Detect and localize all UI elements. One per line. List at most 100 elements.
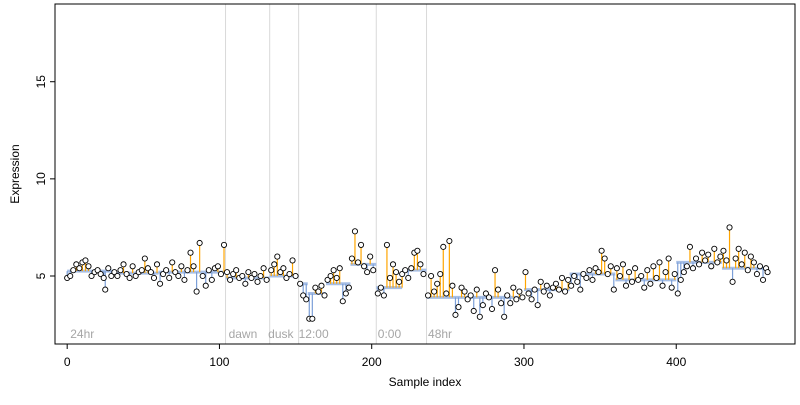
data-point [123, 271, 130, 278]
data-point [665, 255, 672, 262]
data-point [248, 274, 255, 281]
data-point [318, 282, 325, 289]
data-point [440, 243, 447, 250]
data-point [501, 313, 508, 320]
data-point [689, 265, 697, 272]
data-point [662, 269, 669, 276]
data-point [357, 241, 365, 248]
data-point [147, 269, 154, 276]
data-point [199, 272, 206, 280]
data-point [446, 237, 453, 245]
data-point [370, 267, 377, 274]
data-point [85, 263, 92, 270]
data-point [525, 290, 532, 297]
data-point [324, 276, 331, 283]
data-point [431, 288, 438, 295]
data-point [510, 284, 517, 291]
data-point [686, 243, 693, 250]
data-point [449, 282, 456, 289]
data-point [659, 282, 666, 289]
data-point [738, 261, 745, 268]
x-tick-label: 100 [209, 355, 229, 369]
dividers-layer [225, 4, 428, 344]
data-point [668, 284, 675, 291]
data-point [389, 261, 397, 268]
data-point [759, 276, 767, 283]
data-point [327, 272, 334, 280]
data-point [473, 286, 480, 293]
data-point [345, 284, 352, 291]
data-point [339, 298, 346, 305]
data-point [257, 272, 264, 280]
data-point [455, 304, 462, 311]
data-point [268, 267, 275, 274]
data-point [377, 284, 384, 291]
data-point [129, 263, 136, 270]
data-point [283, 274, 290, 281]
data-point [178, 263, 185, 270]
data-point [126, 274, 133, 281]
x-tick-label: 200 [362, 355, 382, 369]
data-point [753, 271, 760, 278]
x-axis-label: Sample index [389, 375, 462, 389]
data-point [114, 272, 121, 280]
data-point [699, 249, 706, 256]
data-point [280, 265, 287, 272]
data-point [138, 267, 145, 274]
data-point [214, 263, 221, 270]
data-point [364, 269, 371, 276]
data-point [756, 263, 764, 270]
data-point [641, 284, 648, 291]
data-point [543, 282, 550, 289]
phase-annotation: 0:00 [378, 327, 402, 341]
data-point [76, 265, 83, 272]
y-axis: 5 10 15 [34, 75, 55, 279]
data-point [574, 278, 581, 285]
data-point [485, 294, 493, 301]
data-point [303, 296, 310, 303]
data-point [160, 271, 167, 278]
data-point [393, 269, 400, 276]
data-point [300, 292, 307, 299]
data-point [595, 269, 602, 276]
data-point [601, 255, 608, 262]
data-point [402, 267, 409, 274]
data-point [443, 290, 450, 297]
data-point [102, 286, 109, 293]
data-point [519, 294, 526, 301]
data-point [558, 274, 566, 281]
data-point [598, 247, 605, 254]
data-point [144, 265, 151, 272]
data-point [747, 253, 754, 260]
data-point [196, 239, 203, 247]
data-point [741, 249, 748, 256]
data-point [271, 261, 278, 268]
data-point [105, 265, 112, 272]
data-point [580, 271, 587, 278]
data-point [735, 245, 742, 252]
data-point [193, 288, 200, 295]
data-point [723, 257, 730, 264]
data-point [386, 274, 394, 281]
data-point [613, 265, 620, 272]
data-point [592, 265, 599, 272]
data-point [491, 267, 499, 274]
data-point [181, 276, 188, 283]
data-point [94, 267, 101, 274]
data-point [671, 271, 678, 278]
data-point [586, 267, 593, 274]
phase-annotation: dawn [229, 327, 258, 341]
data-point [175, 272, 182, 280]
data-point [702, 257, 709, 264]
data-point [220, 241, 228, 248]
data-point [692, 255, 700, 262]
data-point [653, 274, 660, 281]
data-point [380, 292, 387, 299]
points-layer [64, 224, 771, 322]
data-point [417, 261, 424, 268]
data-point [482, 290, 489, 297]
data-point [638, 272, 645, 280]
data-point [635, 276, 642, 283]
data-point [408, 265, 415, 272]
